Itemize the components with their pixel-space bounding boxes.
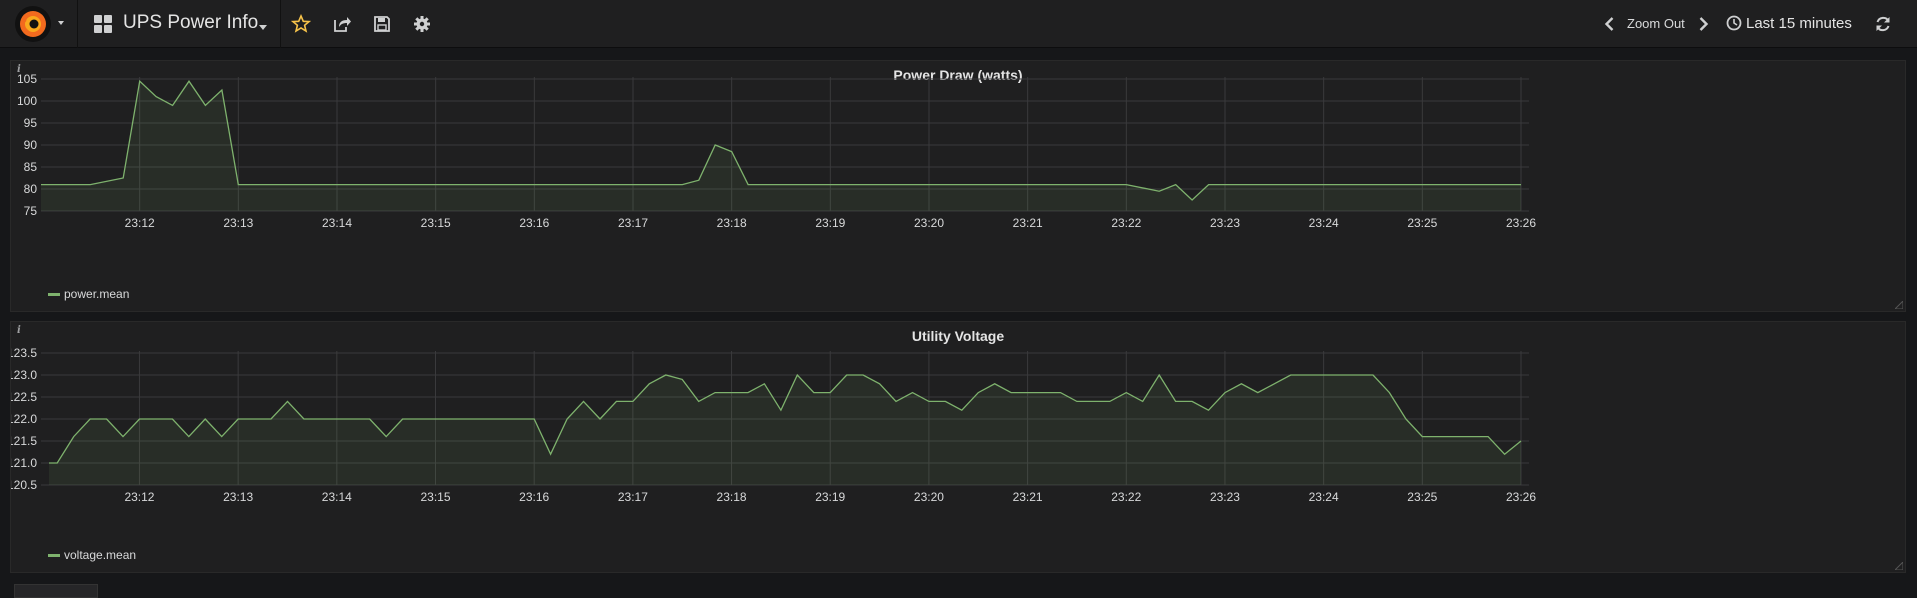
y-tick-label: 75 bbox=[24, 204, 38, 218]
clock-icon bbox=[1726, 15, 1742, 31]
x-tick-label: 23:26 bbox=[1506, 216, 1536, 230]
x-tick-label: 23:18 bbox=[717, 216, 747, 230]
time-range-picker[interactable]: Last 15 minutes bbox=[1746, 15, 1852, 32]
grafana-logo-icon bbox=[15, 6, 51, 42]
x-tick-label: 23:25 bbox=[1407, 490, 1437, 504]
legend-swatch bbox=[48, 554, 60, 558]
share-icon[interactable] bbox=[332, 14, 352, 34]
x-tick-label: 23:14 bbox=[322, 216, 352, 230]
y-tick-label: 120.5 bbox=[11, 478, 37, 492]
y-tick-label: 122.5 bbox=[11, 390, 37, 404]
x-tick-label: 23:16 bbox=[519, 490, 549, 504]
x-tick-label: 23:21 bbox=[1013, 490, 1043, 504]
grafana-menu-button[interactable] bbox=[0, 0, 78, 48]
y-tick-label: 123.0 bbox=[11, 368, 37, 382]
resize-handle-icon[interactable] bbox=[1895, 562, 1903, 570]
x-tick-label: 23:21 bbox=[1013, 216, 1043, 230]
power-draw-panel: i Power Draw (watts) 75 80 85 90 95 100 105 23:… bbox=[10, 60, 1906, 312]
y-tick-label: 105 bbox=[17, 72, 37, 86]
y-tick-label: 123.5 bbox=[11, 346, 37, 360]
y-tick-label: 80 bbox=[24, 182, 38, 196]
x-tick-label: 23:19 bbox=[815, 490, 845, 504]
save-icon[interactable] bbox=[372, 14, 392, 34]
legend-swatch bbox=[48, 293, 60, 297]
x-tick-label: 23:12 bbox=[125, 216, 155, 230]
y-tick-label: 85 bbox=[24, 160, 38, 174]
dashboard-picker[interactable]: UPS Power Info bbox=[78, 0, 281, 48]
top-navbar: UPS Power Info Zoom Out Last 15 minutes bbox=[0, 0, 1917, 48]
x-tick-label: 23:22 bbox=[1111, 490, 1141, 504]
chevron-down-icon bbox=[259, 25, 267, 30]
y-tick-label: 121.5 bbox=[11, 434, 37, 448]
x-tick-label: 23:20 bbox=[914, 216, 944, 230]
series-line-voltage.mean bbox=[49, 373, 1522, 464]
series-area-voltage.mean bbox=[49, 375, 1521, 485]
x-tick-label: 23:14 bbox=[322, 490, 352, 504]
x-tick-label: 23:25 bbox=[1407, 216, 1437, 230]
x-tick-label: 23:20 bbox=[914, 490, 944, 504]
x-tick-label: 23:16 bbox=[519, 216, 549, 230]
panel-title[interactable]: Utility Voltage bbox=[911, 328, 1005, 344]
y-tick-label: 122.0 bbox=[11, 412, 37, 426]
x-tick-label: 23:13 bbox=[223, 490, 253, 504]
x-tick-label: 23:22 bbox=[1111, 216, 1141, 230]
resize-handle-icon[interactable] bbox=[1895, 301, 1903, 309]
x-tick-label: 23:15 bbox=[420, 490, 450, 504]
chevron-right-icon[interactable] bbox=[1693, 14, 1713, 34]
refresh-icon[interactable] bbox=[1873, 14, 1893, 34]
series-line-power.mean bbox=[41, 79, 1521, 201]
legend-label: voltage.mean bbox=[64, 548, 137, 562]
y-tick-label: 121.0 bbox=[11, 456, 37, 470]
x-tick-label: 23:23 bbox=[1210, 216, 1240, 230]
utility-voltage-panel: i Utility Voltage 120.5121.0121.5122.012… bbox=[10, 321, 1906, 573]
zoom-out-button[interactable]: Zoom Out bbox=[1627, 16, 1685, 31]
info-icon[interactable]: i bbox=[17, 325, 21, 336]
legend-label: power.mean bbox=[64, 287, 130, 301]
y-tick-label: 100 bbox=[17, 94, 37, 108]
legend-item[interactable]: power.mean bbox=[48, 287, 129, 301]
chevron-down-icon bbox=[58, 21, 64, 25]
y-tick-label: 95 bbox=[24, 116, 38, 130]
star-icon[interactable] bbox=[291, 14, 311, 34]
x-tick-label: 23:24 bbox=[1309, 216, 1339, 230]
x-tick-label: 23:23 bbox=[1210, 490, 1240, 504]
utility-voltage-chart[interactable]: 120.5 121.0 121.5 122.0 122.5 123.0 123.5 23:12… bbox=[11, 322, 1907, 574]
x-tick-label: 23:24 bbox=[1309, 490, 1339, 504]
x-tick-label: 23:12 bbox=[124, 490, 154, 504]
x-tick-label: 23:17 bbox=[618, 216, 648, 230]
chevron-left-icon[interactable] bbox=[1600, 14, 1620, 34]
dashboard-grid-icon bbox=[94, 15, 112, 33]
x-tick-label: 23:26 bbox=[1506, 490, 1536, 504]
x-tick-label: 23:19 bbox=[815, 216, 845, 230]
power-draw-chart[interactable]: 75 80 85 90 95 100 105 23:12 23:13 23:14 23:15 23:1… bbox=[11, 61, 1907, 313]
x-tick-label: 23:13 bbox=[223, 216, 253, 230]
x-tick-label: 23:18 bbox=[717, 490, 747, 504]
legend-item[interactable]: voltage.mean bbox=[48, 548, 136, 562]
settings-gear-icon[interactable] bbox=[412, 14, 432, 34]
row-collapse-tab[interactable] bbox=[14, 584, 98, 598]
x-tick-label: 23:15 bbox=[421, 216, 451, 230]
info-icon[interactable]: i bbox=[17, 64, 21, 75]
dashboard-title: UPS Power Info bbox=[123, 12, 259, 33]
x-tick-label: 23:17 bbox=[618, 490, 648, 504]
y-tick-label: 90 bbox=[24, 138, 38, 152]
